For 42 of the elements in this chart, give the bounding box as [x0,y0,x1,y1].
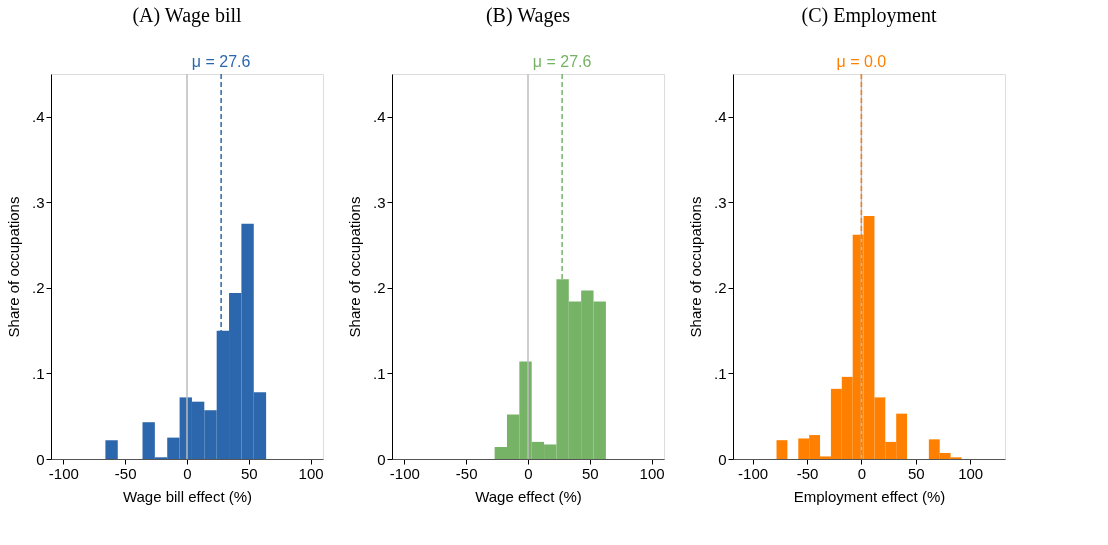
x-tick-label: -50 [114,464,137,482]
x-tick-label: 50 [240,464,258,482]
chart-title: (A) Wage bill [132,4,242,27]
ref-line-label: μ = 0.0 [836,53,887,70]
y-axis-title: Share of occupations [686,196,704,338]
x-tick-label: -100 [738,464,769,482]
x-tick-label: 100 [298,464,324,482]
x-tick-label: 0 [183,464,192,482]
y-tick-label: .4 [31,108,45,126]
y-tick-label: 0 [36,450,45,468]
y-axis-title: Share of occupations [4,196,22,338]
y-axis-title: Share of occupations [345,196,363,338]
y-tick-label: .3 [372,193,386,211]
x-tick-label: -50 [796,464,819,482]
x-tick-label: 50 [907,464,925,482]
y-tick-label: .2 [31,279,45,297]
x-tick-label: -100 [48,464,79,482]
ref-line-label: μ = 27.6 [191,53,251,70]
y-tick-label: 0 [718,450,727,468]
x-tick-label: 50 [581,464,599,482]
chart-title: (B) Wages [485,4,571,27]
x-tick-label: 0 [524,464,533,482]
y-tick-label: .4 [372,108,386,126]
x-tick-label: 100 [639,464,665,482]
x-axis-title: Employment effect (%) [793,487,946,505]
x-axis-title: Wage effect (%) [475,487,582,505]
ref-line-label: μ = 27.6 [532,53,592,70]
y-tick-label: .2 [713,279,727,297]
chart-title: (C) Employment [801,4,937,27]
y-tick-label: 0 [377,450,386,468]
y-tick-label: .1 [31,364,45,382]
y-tick-label: .1 [372,364,386,382]
y-tick-label: .3 [31,193,45,211]
y-tick-label: .2 [372,279,386,297]
x-tick-label: -100 [389,464,420,482]
x-tick-label: -50 [455,464,478,482]
x-tick-label: 100 [958,464,984,482]
x-axis-title: Wage bill effect (%) [122,487,253,505]
y-tick-label: .1 [713,364,727,382]
y-tick-label: .4 [713,108,727,126]
y-tick-label: .3 [713,193,727,211]
x-tick-label: 0 [857,464,867,482]
